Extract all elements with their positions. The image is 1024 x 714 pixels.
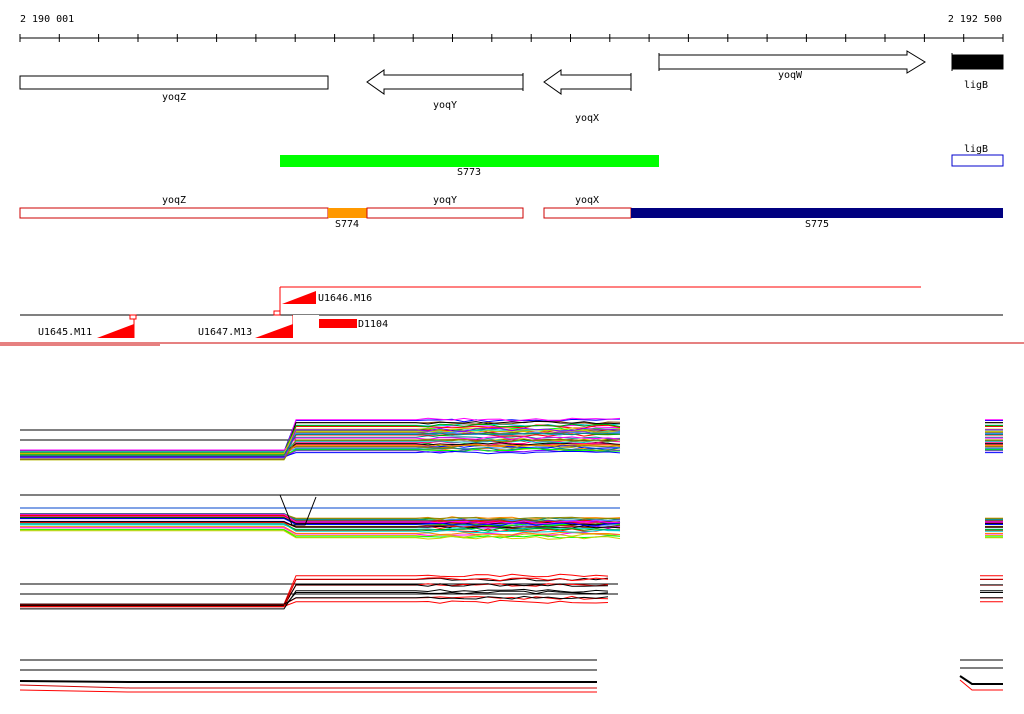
expression-series [20, 513, 621, 524]
gene-yoqW[interactable] [658, 50, 926, 74]
gene-ligB[interactable] [951, 54, 1004, 70]
expression-series [20, 436, 621, 451]
segment-S775[interactable] [631, 208, 1003, 218]
expression-series [20, 521, 621, 529]
probe-U1647-marker[interactable] [255, 324, 293, 338]
expression-series [20, 530, 621, 540]
expression-series [20, 588, 609, 610]
expression-tracks [19, 417, 1003, 693]
expression-track [20, 513, 1003, 540]
expression-series [20, 430, 621, 455]
gene-label-yoqY: yoqY [432, 100, 458, 111]
segment-label-yoqY: yoqY [432, 195, 458, 206]
gene-yoqY[interactable] [366, 69, 524, 95]
segment-track-2 [19, 207, 1003, 219]
coord-end-label: 2 192 500 [947, 14, 1002, 25]
expression-series [20, 527, 621, 537]
expression-series [20, 427, 621, 454]
probe-D1104-marker[interactable] [319, 319, 357, 328]
expression-series [20, 450, 621, 458]
gene-yoqZ[interactable] [19, 75, 329, 90]
expression-series [20, 595, 609, 605]
expression-series [20, 583, 609, 607]
gene-label-yoqX: yoqX [574, 113, 600, 124]
coordinate-ruler [19, 34, 1004, 42]
segment-yoqY[interactable] [366, 207, 524, 219]
expression-series [20, 514, 621, 523]
segment-S773[interactable] [280, 155, 659, 167]
expression-track [20, 417, 1003, 461]
probe-label-U1647: U1647.M13 [198, 327, 253, 338]
coord-start-label: 2 190 001 [20, 14, 75, 25]
expression-series [20, 439, 621, 453]
segment-yoqZ[interactable] [19, 207, 329, 219]
expression-series [20, 583, 609, 607]
gene-label-yoqW: yoqW [777, 70, 803, 81]
probe-track [0, 286, 1024, 346]
probe-label-D1104: D1104 [358, 319, 389, 330]
expression-series [20, 526, 621, 536]
expression-series [20, 518, 621, 527]
expression-series [20, 438, 621, 461]
gene-label-yoqZ: yoqZ [161, 92, 187, 103]
segment-label-yoqZ: yoqZ [161, 195, 187, 206]
gene-track [19, 50, 1004, 95]
probe-U1645-marker[interactable] [97, 324, 134, 338]
segment-yoqX[interactable] [543, 207, 632, 219]
gene-label-ligB: ligB [963, 80, 989, 91]
probe-label-U1645: U1645.M11 [38, 327, 93, 338]
segment-label-yoqX: yoqX [574, 195, 600, 206]
segment-ligB[interactable] [951, 154, 1004, 167]
expression-series [20, 423, 621, 454]
expression-series [20, 513, 621, 522]
segment-track-1 [280, 154, 1004, 167]
expression-series [20, 529, 621, 539]
segment-label-S775: S775 [804, 219, 830, 230]
expression-series [20, 449, 621, 459]
expression-series [20, 577, 609, 608]
segment-label-ligB: ligB [963, 144, 989, 155]
gene-yoqX[interactable] [543, 69, 632, 95]
expression-track [20, 573, 1003, 610]
expression-series [20, 432, 621, 456]
probe-U1646-marker[interactable] [282, 291, 316, 304]
segment-S774[interactable] [328, 208, 367, 218]
probe-label-U1646: U1646.M16 [318, 293, 373, 304]
segment-label-S773: S773 [456, 167, 482, 178]
segment-label-S774: S774 [334, 219, 360, 230]
expression-series [20, 523, 621, 534]
